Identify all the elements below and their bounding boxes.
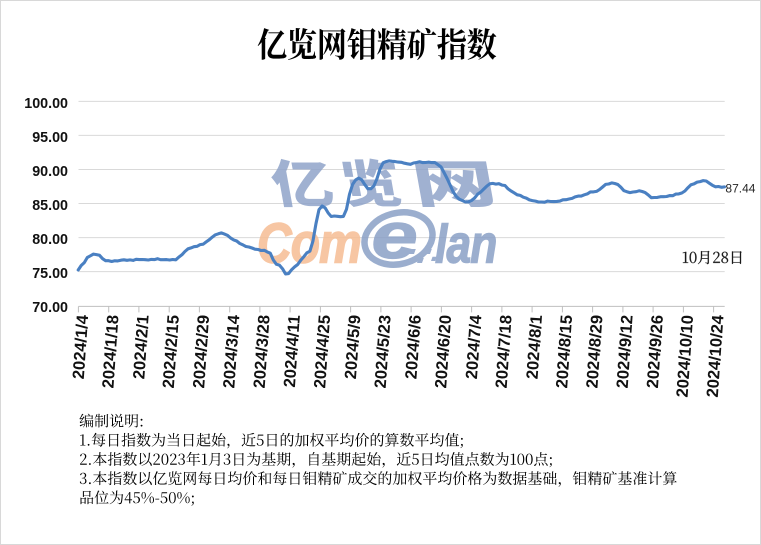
svg-text:2024/6/20: 2024/6/20 <box>432 314 455 388</box>
svg-text:2024/2/1: 2024/2/1 <box>130 314 152 379</box>
svg-text:2024/10/24: 2024/10/24 <box>704 314 728 398</box>
svg-text:87.44: 87.44 <box>725 181 755 195</box>
svg-text:2024/9/26: 2024/9/26 <box>644 314 667 388</box>
svg-text:2024/7/18: 2024/7/18 <box>493 314 516 388</box>
svg-text:2024/1/4: 2024/1/4 <box>70 314 92 380</box>
svg-text:2024/5/9: 2024/5/9 <box>342 314 364 379</box>
svg-text:2024/3/28: 2024/3/28 <box>251 314 274 388</box>
svg-text:95.00: 95.00 <box>32 130 68 146</box>
svg-text:2024/6/6: 2024/6/6 <box>402 314 424 379</box>
svg-text:lan: lan <box>435 214 496 274</box>
svg-text:2024/2/15: 2024/2/15 <box>160 314 183 388</box>
svg-text:2024/8/1: 2024/8/1 <box>524 314 546 379</box>
svg-text:85.00: 85.00 <box>32 198 68 214</box>
svg-text:70.00: 70.00 <box>32 300 68 316</box>
svg-text:2024/9/12: 2024/9/12 <box>614 314 637 388</box>
svg-text:Com: Com <box>257 212 361 276</box>
svg-text:2024/4/25: 2024/4/25 <box>311 314 334 388</box>
svg-text:100.00: 100.00 <box>24 96 68 112</box>
svg-text:75.00: 75.00 <box>32 266 68 282</box>
svg-text:2024/5/23: 2024/5/23 <box>372 314 395 388</box>
svg-text:2024/4/11: 2024/4/11 <box>281 314 304 388</box>
svg-text:2024/8/29: 2024/8/29 <box>583 314 606 388</box>
svg-text:e: e <box>372 199 418 272</box>
svg-text:2024/3/14: 2024/3/14 <box>220 314 243 389</box>
svg-text:80.00: 80.00 <box>32 232 68 248</box>
svg-text:2024/10/10: 2024/10/10 <box>673 314 697 398</box>
svg-text:90.00: 90.00 <box>32 164 68 180</box>
svg-text:2024/8/15: 2024/8/15 <box>553 314 576 388</box>
svg-text:2024/2/29: 2024/2/29 <box>190 314 213 388</box>
svg-text:2024/7/4: 2024/7/4 <box>463 314 485 380</box>
svg-text:2024/1/18: 2024/1/18 <box>99 314 122 388</box>
